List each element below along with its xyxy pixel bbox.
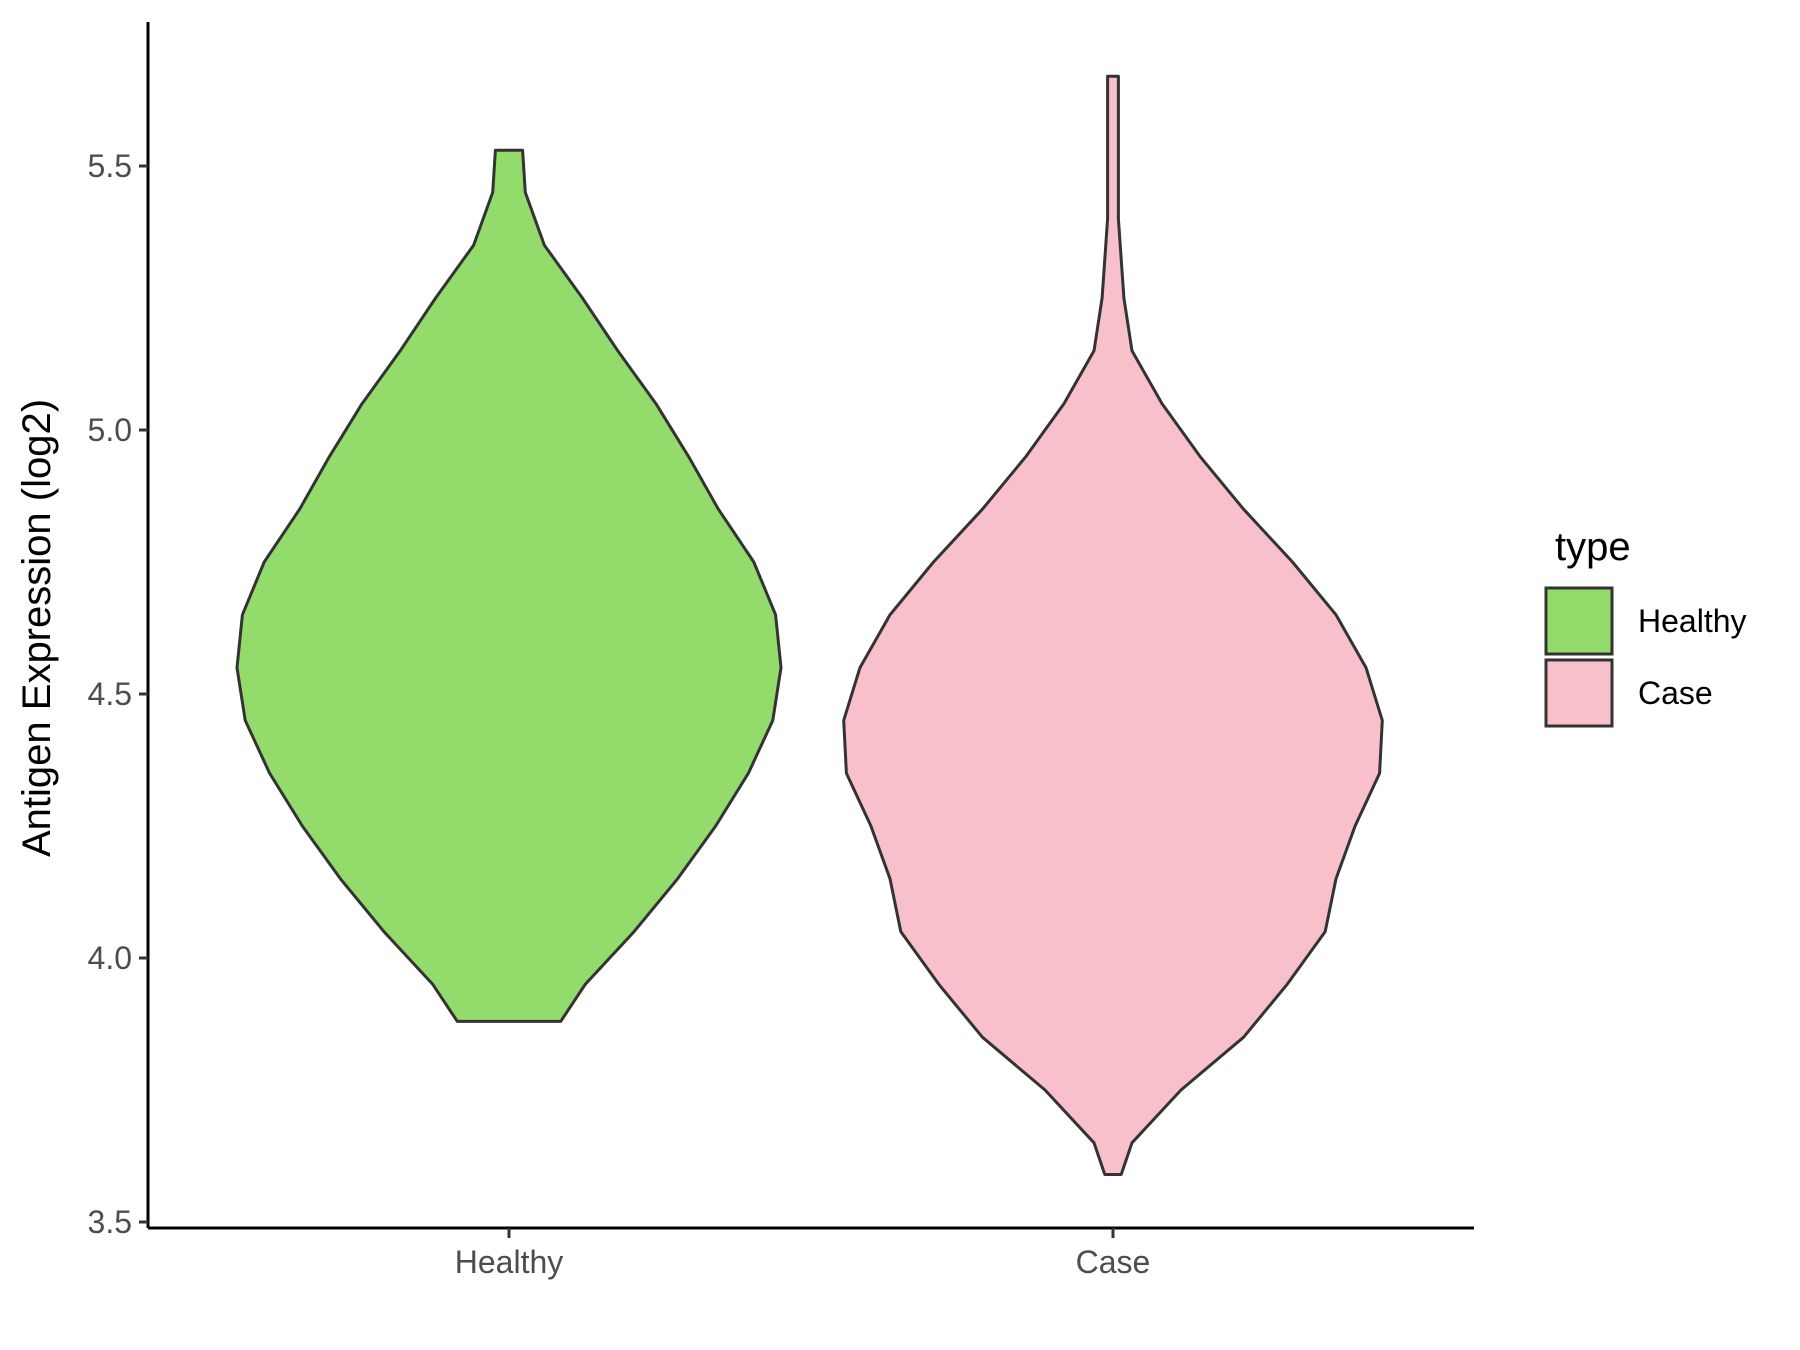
violin-case (842, 74, 1384, 1176)
y-axis: 3.5 4.0 4.5 5.0 5.5 (88, 22, 150, 1240)
y-tick-label: 3.5 (88, 1204, 132, 1240)
y-tick-label: 4.0 (88, 940, 132, 976)
y-tick-label: 5.0 (88, 412, 132, 448)
legend: type Healthy Case (1544, 525, 1747, 728)
y-tick-label: 4.5 (88, 676, 132, 712)
legend-key-case (1544, 658, 1614, 728)
y-tick-label: 5.5 (88, 148, 132, 184)
x-tick-label: Case (1076, 1244, 1151, 1280)
legend-title: type (1555, 525, 1631, 569)
x-axis: Healthy Case (148, 1226, 1474, 1280)
legend-key-healthy (1544, 586, 1614, 656)
y-axis-title: Antigen Expression (log2) (15, 399, 59, 857)
legend-label: Healthy (1638, 603, 1747, 639)
x-tick-label: Healthy (455, 1244, 564, 1280)
violin-healthy (235, 148, 783, 1023)
legend-label: Case (1638, 675, 1713, 711)
violins-layer (235, 74, 1384, 1176)
